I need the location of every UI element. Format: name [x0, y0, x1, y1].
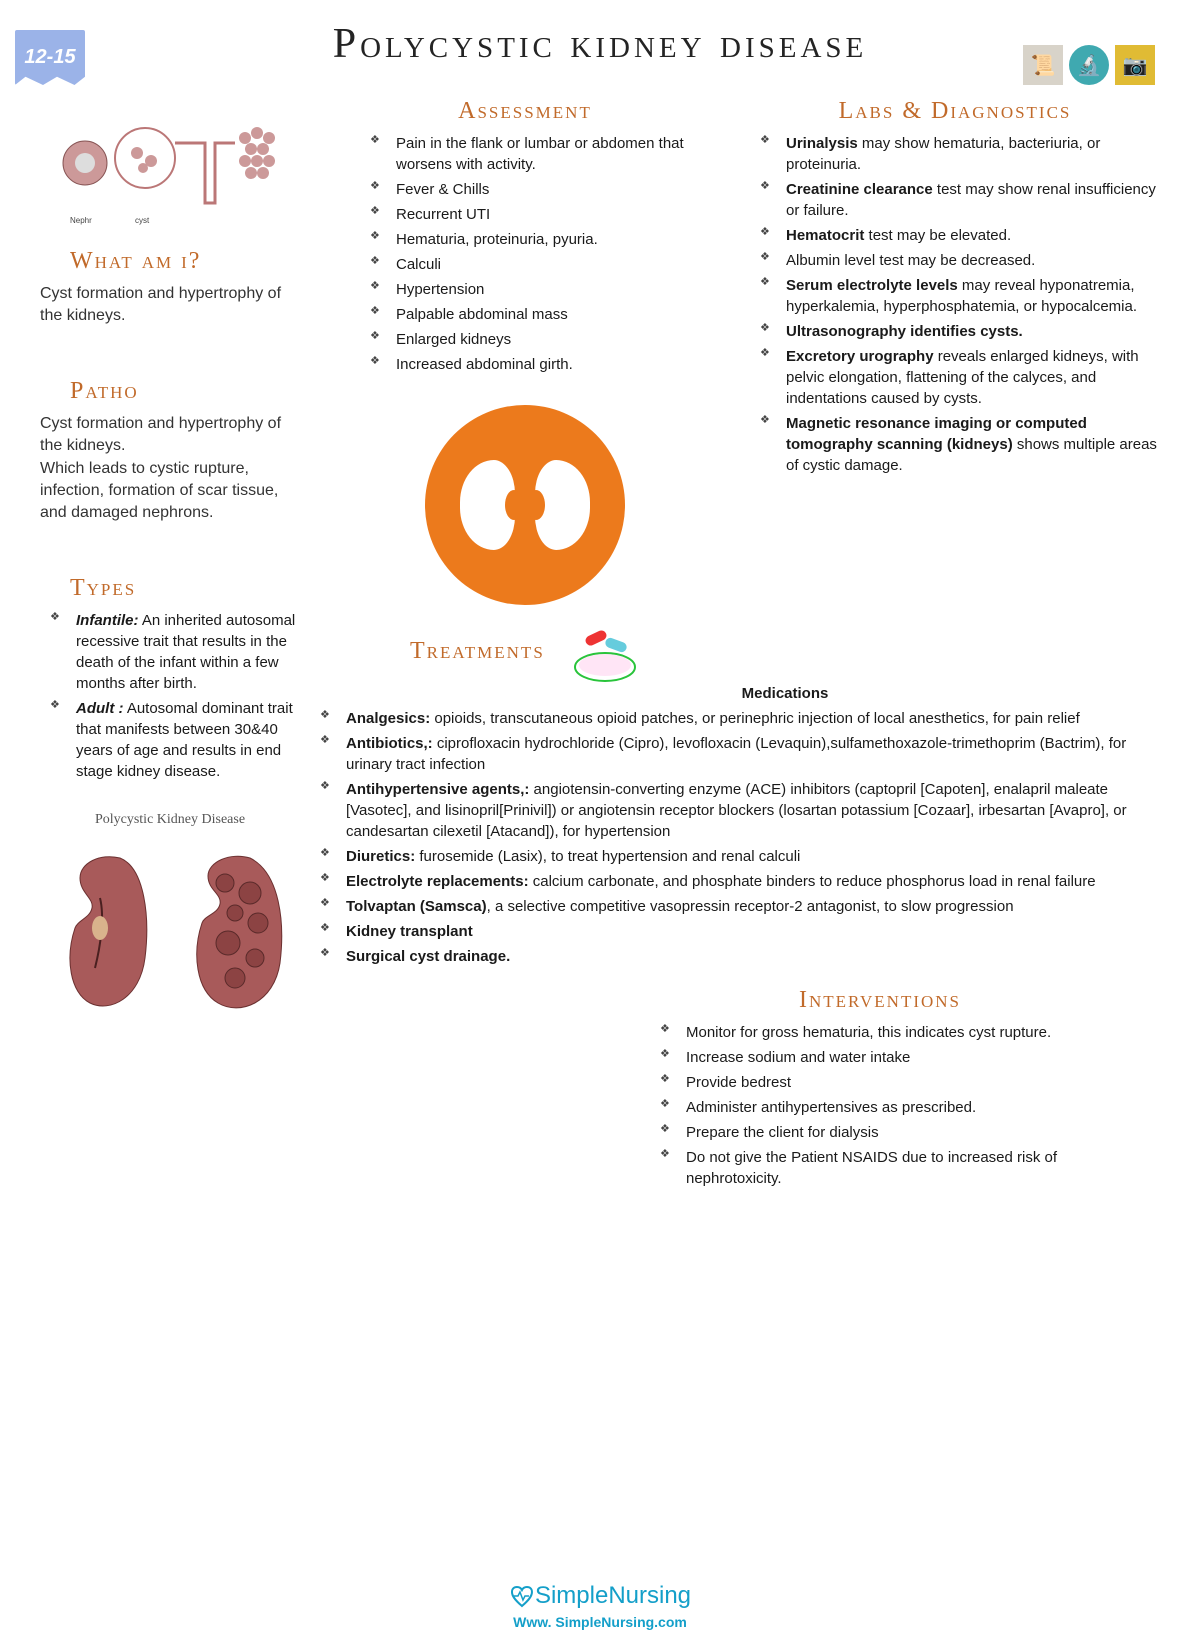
middle-column: Assessment Pain in the flank or lumbar o… — [340, 98, 710, 1193]
petri-pills-icon — [565, 625, 645, 685]
list-item: Fever & Chills — [370, 179, 710, 200]
camera-icon: 📷 — [1115, 45, 1155, 85]
list-item: Provide bedrest — [660, 1072, 1110, 1093]
svg-text:Nephr: Nephr — [70, 216, 92, 225]
page-number-badge: 12-15 — [15, 30, 85, 85]
list-item: Calculi — [370, 254, 710, 275]
list-item: Antibiotics,: ciprofloxacin hydrochlorid… — [320, 733, 1140, 775]
list-item: Analgesics: opioids, transcutaneous opio… — [320, 708, 1140, 729]
list-item: Administer antihypertensives as prescrib… — [660, 1097, 1110, 1118]
assessment-list: Pain in the flank or lumbar or abdomen t… — [340, 133, 710, 375]
list-item: Palpable abdominal mass — [370, 304, 710, 325]
assessment-section: Assessment Pain in the flank or lumbar o… — [340, 98, 710, 375]
types-list: Infantile: An inherited autosomal recess… — [40, 610, 300, 782]
list-item: Pain in the flank or lumbar or abdomen t… — [370, 133, 710, 175]
treatments-heading: Treatments — [410, 638, 545, 665]
kidney-comparison-figure: Polycystic Kidney Disease — [40, 812, 300, 1018]
list-item: Albumin level test may be decreased. — [760, 250, 1160, 271]
left-column: Nephr cyst What am i? Cyst formation and… — [40, 98, 300, 1193]
kidney-icon-circle — [425, 405, 625, 605]
list-item: Prepare the client for dialysis — [660, 1122, 1110, 1143]
labs-list: Urinalysis may show hematuria, bacteriur… — [750, 133, 1160, 476]
microscope-icon: 🔬 — [1069, 45, 1109, 85]
list-item: Excretory urography reveals enlarged kid… — [760, 346, 1160, 409]
patho-section: Patho Cyst formation and hypertrophy of … — [40, 378, 300, 525]
list-item: Hypertension — [370, 279, 710, 300]
list-item: Creatinine clearance test may show renal… — [760, 179, 1160, 221]
brand-footer: SimpleNursing Www. SimpleNursing.com — [509, 1582, 691, 1630]
list-item: Urinalysis may show hematuria, bacteriur… — [760, 133, 1160, 175]
page-title: Polycystic kidney disease — [40, 20, 1160, 68]
list-item: Increase sodium and water intake — [660, 1047, 1110, 1068]
kidney-shape-left — [460, 460, 515, 550]
patho-heading: Patho — [40, 378, 300, 405]
brand-url: Www. SimpleNursing.com — [509, 1614, 691, 1630]
brand-logo: SimpleNursing — [509, 1582, 691, 1610]
list-item: Kidney transplant — [320, 921, 1140, 942]
list-item: Magnetic resonance imaging or computed t… — [760, 413, 1160, 476]
types-heading: Types — [40, 575, 300, 602]
list-item: Antihypertensive agents,: angiotensin-co… — [320, 779, 1140, 842]
brand-name-text: SimpleNursing — [535, 1582, 691, 1609]
labs-section: Labs & Diagnostics Urinalysis may show h… — [750, 98, 1160, 476]
list-item: Do not give the Patient NSAIDS due to in… — [660, 1147, 1110, 1189]
whatami-heading: What am i? — [40, 248, 300, 275]
normal-kidney-image — [50, 848, 160, 1018]
treatments-section: Treatments Medications Analgesics: opioi… — [310, 625, 1140, 1189]
interventions-list: Monitor for gross hematuria, this indica… — [650, 1022, 1110, 1189]
types-section: Types Infantile: An inherited autosomal … — [40, 575, 300, 782]
nephron-diagram: Nephr cyst — [50, 98, 290, 238]
list-item: Monitor for gross hematuria, this indica… — [660, 1022, 1110, 1043]
list-item: Recurrent UTI — [370, 204, 710, 225]
list-item: Ultrasonography identifies cysts. — [760, 321, 1160, 342]
labs-heading: Labs & Diagnostics — [750, 98, 1160, 125]
list-item: Increased abdominal girth. — [370, 354, 710, 375]
patho-text: Cyst formation and hypertrophy of the ki… — [40, 413, 300, 525]
list-item: Surgical cyst drainage. — [320, 946, 1140, 967]
svg-text:cyst: cyst — [135, 216, 150, 225]
kidney-comparison-caption: Polycystic Kidney Disease — [40, 812, 300, 828]
list-item: Hematocrit test may be elevated. — [760, 225, 1160, 246]
cystic-kidney-image — [180, 848, 290, 1018]
list-item: Diuretics: furosemide (Lasix), to treat … — [320, 846, 1140, 867]
list-item: Infantile: An inherited autosomal recess… — [50, 610, 300, 694]
kidney-shape-right — [535, 460, 590, 550]
list-item: Serum electrolyte levels may reveal hypo… — [760, 275, 1160, 317]
list-item: Adult : Autosomal dominant trait that ma… — [50, 698, 300, 782]
list-item: Tolvaptan (Samsca), a selective competit… — [320, 896, 1140, 917]
whatami-section: What am i? Cyst formation and hypertroph… — [40, 248, 300, 328]
list-item: Enlarged kidneys — [370, 329, 710, 350]
scroll-icon: 📜 — [1023, 45, 1063, 85]
treatments-list: Analgesics: opioids, transcutaneous opio… — [310, 708, 1140, 967]
whatami-text: Cyst formation and hypertrophy of the ki… — [40, 283, 300, 328]
assessment-heading: Assessment — [340, 98, 710, 125]
list-item: Electrolyte replacements: calcium carbon… — [320, 871, 1140, 892]
header-icon-group: 📜 🔬 📷 — [1023, 45, 1155, 85]
list-item: Hematuria, proteinuria, pyuria. — [370, 229, 710, 250]
